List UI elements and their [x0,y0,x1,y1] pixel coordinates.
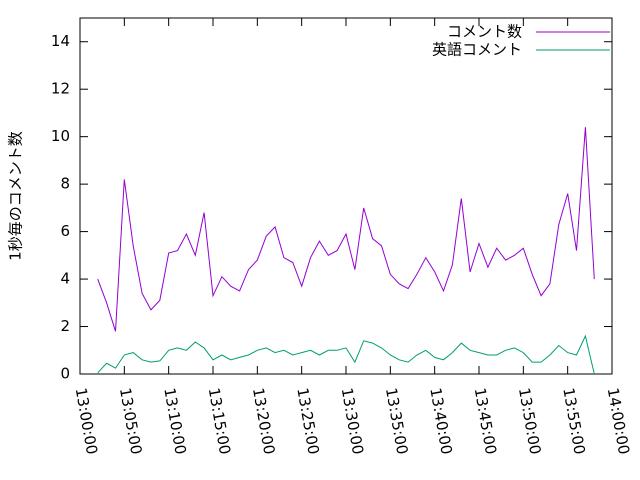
y-tick-label: 0 [60,365,70,383]
plot-border [79,17,613,375]
x-tick-label: 13:15:00 [205,386,234,455]
x-tick-label: 13:05:00 [116,386,145,455]
x-tick-label: 13:50:00 [515,386,544,455]
y-tick-label: 14 [51,32,70,50]
x-tick-label: 14:00:00 [604,386,633,455]
x-tick-label: 13:45:00 [471,386,500,455]
x-tick-label: 13:20:00 [249,386,278,455]
y-tick-label: 6 [60,222,70,240]
legend-label: コメント数 [447,23,522,41]
x-tick-label: 13:10:00 [160,386,189,455]
y-axis-label: 1秒毎のコメント数 [7,131,25,261]
y-tick-label: 4 [60,270,70,288]
x-tick-label: 13:00:00 [72,386,101,455]
series-line [97,127,595,332]
legend-label: 英語コメント [432,41,522,59]
x-tick-label: 13:25:00 [293,386,322,455]
x-tick-label: 13:35:00 [382,386,411,455]
y-tick-label: 12 [51,80,70,98]
y-tick-label: 2 [60,317,70,335]
series-line [97,334,595,375]
y-tick-label: 10 [51,127,70,145]
x-tick-label: 13:40:00 [426,386,455,455]
x-tick-label: 13:30:00 [338,386,367,455]
x-tick-label: 13:55:00 [559,386,588,455]
y-tick-label: 8 [60,175,70,193]
